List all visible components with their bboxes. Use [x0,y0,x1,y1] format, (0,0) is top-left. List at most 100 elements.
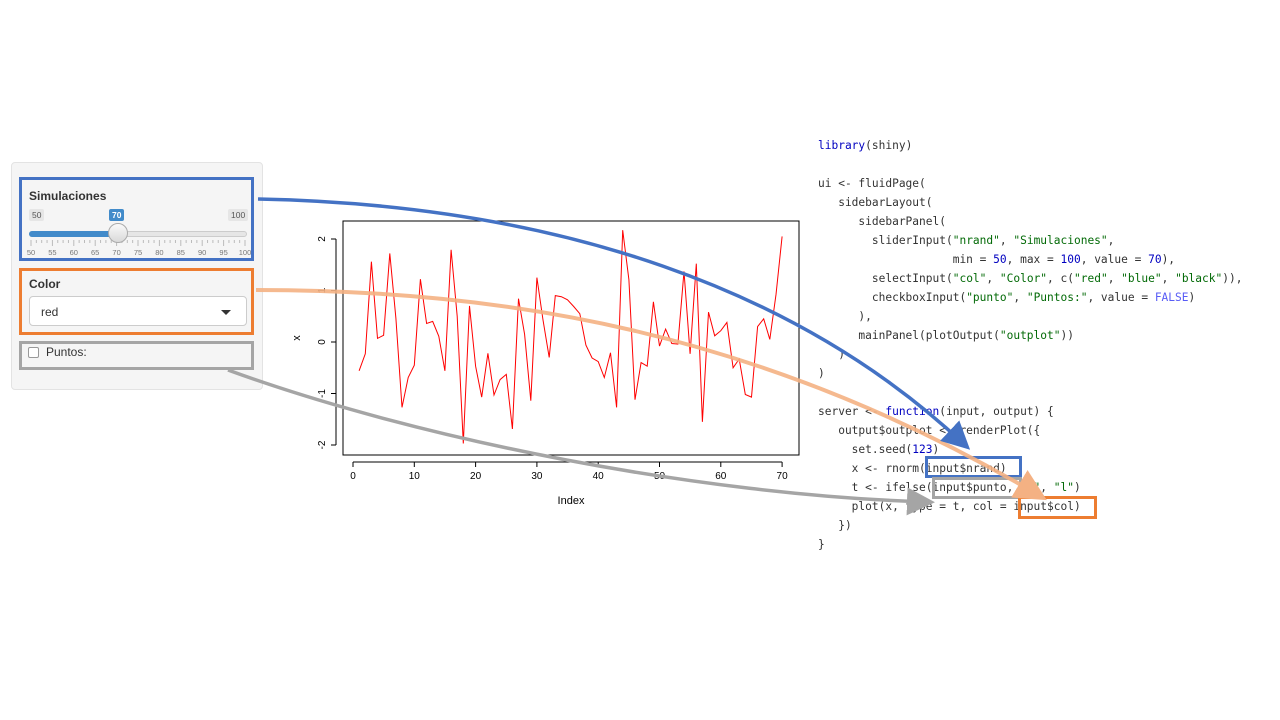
code-token: , [986,272,1000,285]
slider-grid-label: 50 [26,248,36,257]
code-line: t <- ifelse(input$punto, "b", "l") [818,481,1081,494]
slider-fill [29,231,118,237]
x-tick-label: 70 [777,471,789,482]
y-tick-label: 2 [317,236,328,242]
slider-label: Simulaciones [29,189,107,203]
code-token: 70 [1148,253,1162,266]
code-token: sliderInput( [818,234,953,247]
color-select[interactable]: red [29,296,247,326]
code-token: sidebarLayout( [818,196,933,209]
code-line: ui <- fluidPage( [818,177,926,190]
code-token: checkboxInput( [818,291,967,304]
code-line: x <- rnorm(input$nrand) [818,462,1007,475]
slider-value-label: 70 [109,209,125,221]
code-token: , [1107,234,1115,247]
code-line: ) [818,348,845,361]
slider-grid-label: 60 [69,248,78,257]
code-line: ), [818,310,871,323]
slider-grid-label: 90 [198,248,207,257]
code-line: plot(x, type = t, col = input$col) [818,500,1081,513]
code-token: "l" [1053,481,1074,494]
code-token: x <- rnorm(input$nrand) [818,462,1007,475]
gray-connector-arrow [227,368,935,516]
code-token: "red" [1074,272,1108,285]
code-line: library(shiny) [818,139,912,152]
code-token: ) [818,367,825,380]
code-line: sidebarLayout( [818,196,933,209]
code-token: library [818,139,866,152]
x-tick-label: 40 [593,471,605,482]
code-token: 100 [1060,253,1081,266]
code-token: , [1107,272,1122,285]
color-label: Color [29,277,61,291]
slider-handle[interactable] [108,223,128,243]
code-token: (shiny) [865,139,913,152]
y-tick-label: -1 [317,389,328,398]
code-token: function [885,405,940,418]
slider-grid-label: 70 [112,248,121,257]
code-token: selectInput( [818,272,953,285]
code-token: "blue" [1121,272,1162,285]
code-col-highlight [1018,496,1097,519]
slider-grid-label: 85 [176,248,185,257]
code-token: }) [818,519,852,532]
x-tick-label: 10 [409,471,421,482]
code-token: , value = [1080,253,1149,266]
checkbox-highlight-box [19,341,254,370]
slider-min-label: 50 [29,209,45,221]
code-token: "Color" [999,272,1048,285]
color-select-value: red [41,305,59,319]
puntos-label: Puntos: [46,345,87,359]
slider-grid-label: 100 [238,248,252,257]
code-token: plot(x, type = t, col = input$col) [818,500,1081,513]
code-token: "punto" [966,291,1014,304]
code-token: , value = [1087,291,1155,304]
code-token: min = [818,253,994,266]
y-axis-label: x [291,335,303,341]
code-token: "nrand" [952,234,1000,247]
x-tick-label: 30 [531,471,543,482]
code-line: server <- function(input, output) { [818,405,1054,418]
code-token: , [999,234,1014,247]
slider-grid-label: 55 [48,248,57,257]
slider-grid-label: 80 [155,248,164,257]
code-token: (input, output) { [939,405,1054,418]
code-token: "col" [952,272,987,285]
code-token: "Simulaciones" [1013,234,1108,247]
orange-connector-arrow [255,288,1047,501]
x-tick-label: 0 [350,471,356,482]
code-line: selectInput("col", "Color", c("red", "bl… [818,272,1243,285]
code-token: ) [818,348,845,361]
code-line: set.seed(123) [818,443,940,456]
sidebar-panel [11,162,263,390]
code-token: ) [1188,291,1196,304]
code-token: "Puntos:" [1026,291,1088,304]
code-token: ) [1074,481,1081,494]
code-line: mainPanel(plotOutput("outplot")) [818,329,1074,342]
blue-connector-arrow [257,197,971,450]
code-token: } [818,538,825,551]
code-line: }) [818,519,852,532]
code-token: , max = [1006,253,1061,266]
code-token: "black" [1175,272,1223,285]
slider-max-label: 100 [228,209,249,221]
code-token: "outplot" [999,329,1061,342]
code-token: sidebarPanel( [818,215,946,228]
puntos-checkbox[interactable] [28,347,39,358]
code-token: mainPanel(plotOutput( [818,329,1000,342]
code-line: ) [818,367,825,380]
code-token: )) [1060,329,1074,342]
code-token: ui <- fluidPage( [818,177,926,190]
code-token: ) [932,443,940,456]
code-token: , [1013,291,1027,304]
code-token: )), [1222,272,1243,285]
slider-grid-label: 75 [133,248,143,257]
select-highlight-box [19,268,254,335]
code-line: checkboxInput("punto", "Puntos:", value … [818,291,1195,304]
code-token: 50 [993,253,1007,266]
slider-ticks [30,240,246,246]
code-token: , [1161,272,1176,285]
code-line: min = 50, max = 100, value = 70), [818,253,1175,266]
code-token: ), [1161,253,1176,266]
x-tick-label: 20 [470,471,482,482]
